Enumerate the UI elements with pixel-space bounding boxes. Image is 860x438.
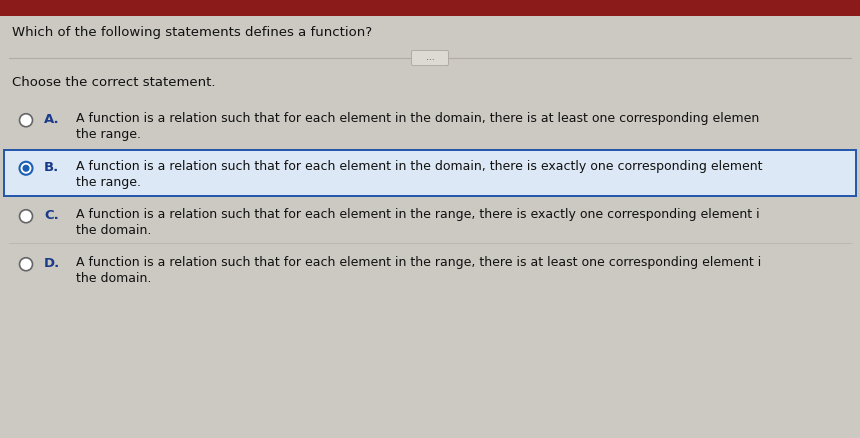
FancyBboxPatch shape (411, 50, 449, 66)
Text: the domain.: the domain. (76, 272, 151, 285)
Text: the range.: the range. (76, 176, 141, 189)
Text: Which of the following statements defines a function?: Which of the following statements define… (12, 26, 372, 39)
Text: A function is a relation such that for each element in the range, there is exact: A function is a relation such that for e… (76, 208, 759, 221)
FancyBboxPatch shape (4, 150, 856, 196)
Text: D.: D. (44, 257, 60, 270)
Text: the domain.: the domain. (76, 224, 151, 237)
Circle shape (20, 210, 33, 223)
Circle shape (20, 258, 33, 271)
Text: the range.: the range. (76, 128, 141, 141)
Text: A function is a relation such that for each element in the domain, there is at l: A function is a relation such that for e… (76, 112, 759, 125)
Text: ...: ... (426, 53, 434, 63)
Text: C.: C. (44, 209, 58, 222)
Text: Choose the correct statement.: Choose the correct statement. (12, 76, 216, 89)
Circle shape (22, 165, 29, 172)
Circle shape (20, 114, 33, 127)
Text: B.: B. (44, 161, 59, 174)
Text: A function is a relation such that for each element in the range, there is at le: A function is a relation such that for e… (76, 256, 761, 269)
Text: A.: A. (44, 113, 59, 126)
Text: A function is a relation such that for each element in the domain, there is exac: A function is a relation such that for e… (76, 160, 763, 173)
Circle shape (20, 162, 33, 175)
FancyBboxPatch shape (0, 0, 860, 16)
